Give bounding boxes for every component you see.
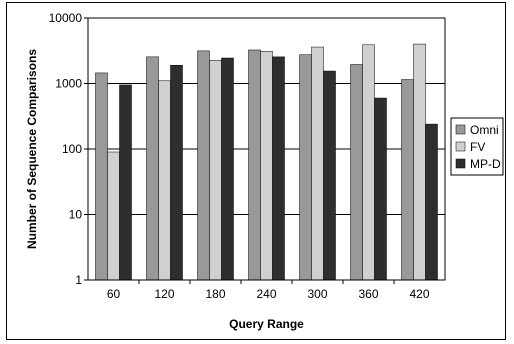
x-tick-label: 420 — [409, 287, 429, 301]
legend-swatch — [455, 158, 466, 169]
bar-fv-180 — [209, 60, 222, 281]
x-tick-label: 120 — [154, 287, 174, 301]
bar-fv-120 — [158, 80, 171, 281]
legend-swatch — [455, 124, 466, 135]
chart-frame — [6, 2, 506, 340]
bar-fv-300 — [311, 46, 324, 281]
bar-omni-420 — [401, 79, 414, 281]
bar-mp-d-60 — [119, 84, 132, 281]
bar-mp-d-240 — [272, 56, 285, 281]
bar-omni-60 — [95, 72, 108, 281]
x-tick-label: 60 — [107, 287, 121, 301]
bar-mp-d-360 — [374, 97, 387, 281]
bar-mp-d-180 — [221, 57, 234, 281]
legend-label: MP-D — [470, 157, 501, 171]
y-tick-label: 10 — [69, 208, 83, 222]
y-axis-title: Number of Sequence Comparisons — [25, 49, 39, 249]
legend-swatch — [455, 141, 466, 152]
y-tick-label: 10000 — [49, 11, 83, 25]
bar-omni-240 — [248, 49, 261, 281]
bar-omni-360 — [350, 64, 363, 281]
bar-omni-180 — [197, 50, 210, 281]
legend-label: Omni — [470, 123, 499, 137]
legend-label: FV — [470, 140, 485, 154]
y-axis-ticks: 1 10 100 1000 10000 — [49, 11, 88, 287]
y-tick-label: 1000 — [55, 77, 82, 91]
bar-fv-420 — [413, 43, 426, 281]
bar-mp-d-420 — [425, 123, 438, 281]
bar-fv-360 — [362, 44, 375, 281]
y-tick-label: 1 — [75, 273, 82, 287]
x-axis-ticks: 60 120 180 240 300 360 420 — [107, 280, 430, 301]
x-tick-label: 360 — [358, 287, 378, 301]
bar-mp-d-300 — [323, 70, 336, 281]
bar-omni-120 — [146, 56, 159, 281]
bar-fv-60 — [107, 151, 120, 281]
x-tick-label: 300 — [307, 287, 327, 301]
bars — [95, 43, 438, 281]
y-tick-label: 100 — [62, 142, 82, 156]
bar-omni-300 — [299, 54, 312, 281]
bar-fv-240 — [260, 51, 273, 281]
bar-mp-d-120 — [170, 64, 183, 281]
legend: Omni FV MP-D — [450, 117, 504, 176]
x-tick-label: 240 — [256, 287, 276, 301]
x-tick-label: 180 — [205, 287, 225, 301]
x-axis-title: Query Range — [229, 317, 304, 331]
